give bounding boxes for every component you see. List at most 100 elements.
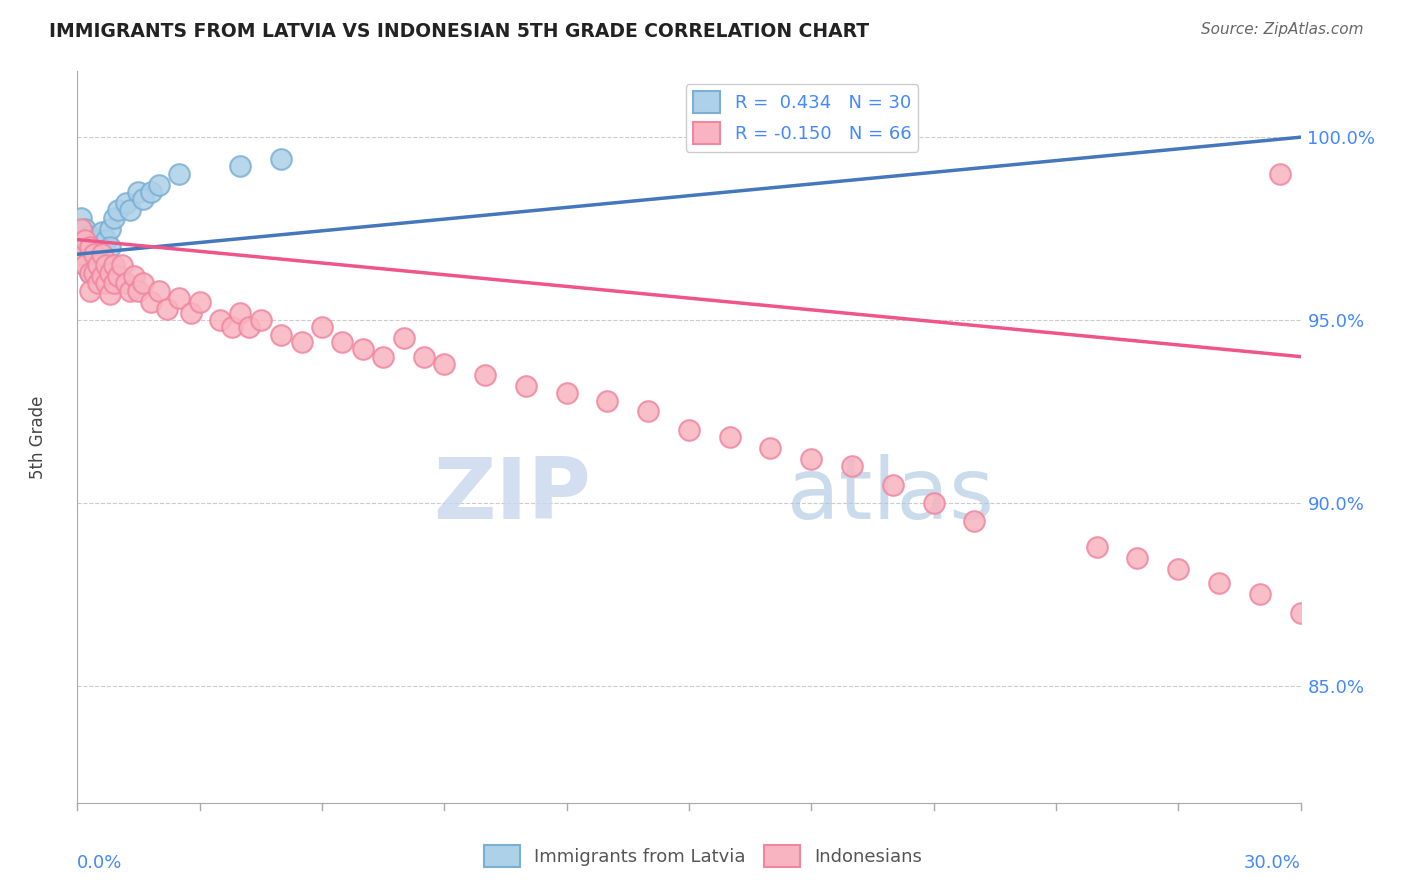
Point (841, 459, 863, 474)
Point (115, 277, 138, 291)
Point (208, 313, 231, 327)
Point (111, 258, 134, 272)
Point (800, 452, 823, 467)
Point (474, 368, 496, 382)
Point (94, 258, 117, 272)
Text: Source: ZipAtlas.com: Source: ZipAtlas.com (1201, 22, 1364, 37)
Point (94, 277, 117, 291)
Point (103, 277, 125, 291)
Point (637, 404, 659, 418)
Point (98, 287, 121, 301)
Point (75, 221, 97, 235)
Point (94, 233, 117, 247)
Point (1249, 587, 1271, 601)
Point (332, 334, 354, 349)
Point (103, 211, 125, 225)
Point (87, 258, 110, 272)
Point (98, 221, 121, 235)
Point (79, 266, 101, 280)
Point (79, 229, 101, 244)
Point (79, 247, 101, 261)
Point (127, 185, 149, 199)
Point (131, 193, 153, 207)
Point (124, 269, 146, 284)
Text: 5th Grade: 5th Grade (30, 395, 48, 479)
Point (83, 266, 105, 280)
Point (131, 277, 153, 291)
Point (759, 441, 782, 455)
Point (70, 221, 93, 235)
Point (169, 167, 191, 181)
Point (107, 203, 129, 218)
Point (180, 306, 202, 320)
Point (70, 211, 93, 225)
Point (352, 343, 374, 357)
Point (90, 247, 112, 261)
Point (70, 233, 93, 247)
Point (87, 251, 110, 265)
Point (94, 254, 117, 268)
Point (229, 160, 252, 174)
Point (250, 313, 273, 327)
Point (270, 327, 292, 342)
Text: atlas: atlas (787, 454, 995, 537)
Point (1126, 550, 1149, 565)
Point (115, 196, 138, 211)
Point (311, 320, 333, 334)
Point (678, 423, 700, 437)
Point (596, 393, 619, 408)
Point (238, 320, 260, 334)
Point (922, 496, 945, 510)
Point (555, 386, 578, 401)
Point (139, 294, 162, 309)
Point (1208, 576, 1230, 591)
Point (75, 258, 97, 272)
Point (75, 233, 97, 247)
Text: 30.0%: 30.0% (1244, 854, 1301, 872)
Point (1289, 606, 1312, 620)
Point (718, 430, 741, 444)
Text: ZIP: ZIP (433, 454, 591, 537)
Text: IMMIGRANTS FROM LATVIA VS INDONESIAN 5TH GRADE CORRELATION CHART: IMMIGRANTS FROM LATVIA VS INDONESIAN 5TH… (49, 22, 869, 41)
Point (83, 240, 105, 254)
Point (70, 247, 93, 261)
Point (75, 240, 97, 254)
Point (392, 331, 415, 345)
Legend: Immigrants from Latvia, Indonesians: Immigrants from Latvia, Indonesians (477, 838, 929, 874)
Point (169, 291, 191, 305)
Point (103, 258, 125, 272)
Point (79, 284, 101, 298)
Point (515, 379, 537, 393)
Point (75, 258, 97, 272)
Point (139, 185, 162, 199)
Point (83, 258, 105, 272)
Point (290, 334, 312, 349)
Text: 0.0%: 0.0% (77, 854, 122, 872)
Point (87, 233, 110, 247)
Point (229, 306, 252, 320)
Point (120, 284, 142, 298)
Point (90, 247, 112, 261)
Point (79, 240, 101, 254)
Point (270, 152, 292, 166)
Point (90, 269, 112, 284)
Legend: R =  0.434   N = 30, R = -0.150   N = 66: R = 0.434 N = 30, R = -0.150 N = 66 (686, 84, 918, 152)
Point (87, 277, 110, 291)
Point (98, 266, 121, 280)
Point (188, 294, 211, 309)
Point (963, 514, 986, 528)
Point (70, 247, 93, 261)
Point (1268, 167, 1291, 181)
Point (148, 178, 170, 192)
Point (221, 320, 243, 334)
Point (1167, 562, 1189, 576)
Point (79, 266, 101, 280)
Point (107, 269, 129, 284)
Point (98, 240, 121, 254)
Point (148, 284, 170, 298)
Point (83, 247, 105, 261)
Point (371, 350, 394, 364)
Point (127, 284, 149, 298)
Point (882, 477, 904, 491)
Point (120, 203, 142, 218)
